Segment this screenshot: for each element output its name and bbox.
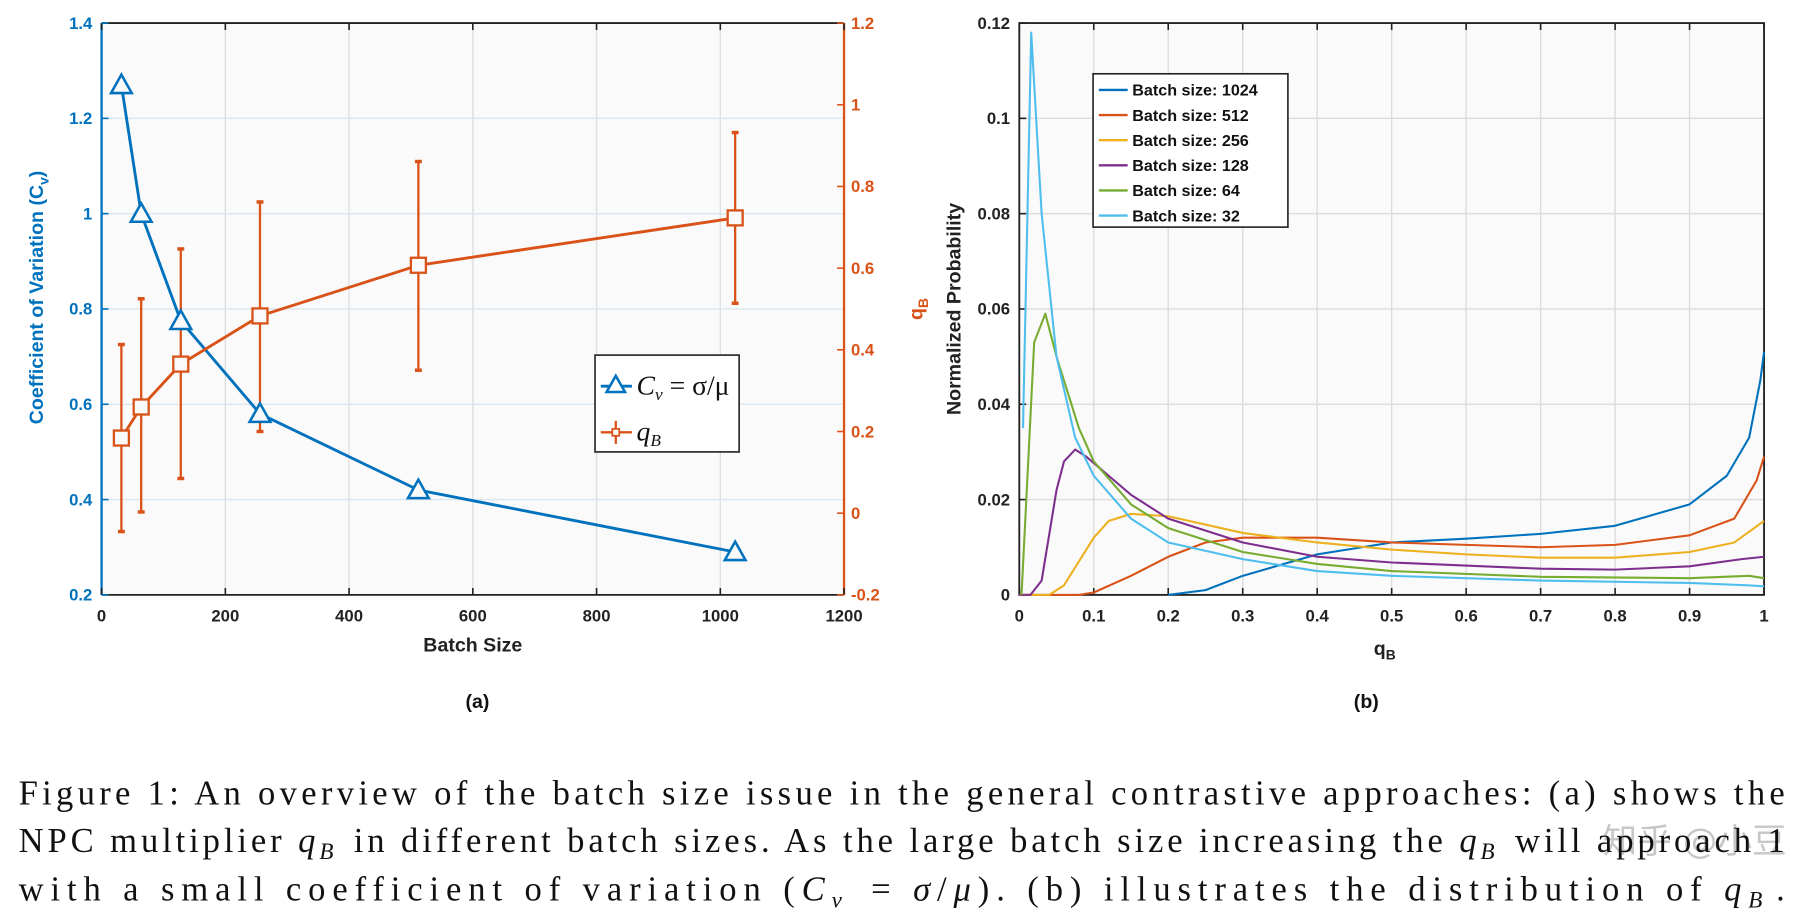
panel-a-label: (a) <box>465 691 489 713</box>
cv-marker-triangle <box>405 477 431 500</box>
x-tick-label: 0.5 <box>1380 606 1403 625</box>
legend-cv-label: Cv = σ/μ <box>637 369 730 404</box>
y-right-tick-label: 0.6 <box>851 259 874 278</box>
legend-label: Batch size: 256 <box>1132 132 1249 150</box>
x-tick-label: 0.8 <box>1603 606 1626 625</box>
qb-marker-square <box>251 307 269 325</box>
y-right-tick-label: 1.2 <box>851 14 874 33</box>
y-tick-label: 0.02 <box>978 490 1011 509</box>
y-right-tick-label: 0.8 <box>851 177 874 196</box>
panel-b-label: (b) <box>1354 691 1379 713</box>
legend-b: Batch size: 1024 Batch size: 512 Batch siz… <box>1092 72 1289 228</box>
y-left-tick-label: 1 <box>83 204 92 223</box>
y-left-tick-label: 0.6 <box>69 395 92 414</box>
legend-label: Batch size: 128 <box>1132 157 1249 175</box>
cv-marker-triangle <box>722 539 748 562</box>
qb-marker-square <box>172 355 190 373</box>
legend-label: Batch size: 32 <box>1132 207 1240 225</box>
y-right-tick-label: 0.2 <box>851 422 874 441</box>
series-line-64 <box>1020 312 1765 595</box>
y-tick-label: 0.1 <box>987 109 1010 128</box>
legend-label: Batch size: 64 <box>1132 182 1240 200</box>
x-tick-label: 0.1 <box>1082 606 1105 625</box>
y-right-tick-label: 1 <box>851 96 860 115</box>
y-axis-label: Normalized Probability <box>943 203 965 415</box>
y-axis-right-label: qB <box>905 298 931 320</box>
y-left-tick-label: 0.2 <box>69 586 92 605</box>
x-tick-label: 0.9 <box>1678 606 1701 625</box>
legend-cv-marker <box>604 373 628 394</box>
y-left-tick-label: 0.4 <box>69 490 93 509</box>
x-tick-label: 200 <box>211 606 239 625</box>
legend-box <box>1092 72 1289 228</box>
qb-marker-square <box>132 398 150 416</box>
y-axis-left-label: Coefficient of Variation (Cv) <box>26 171 52 425</box>
y-left-tick-label: 0.8 <box>69 300 92 319</box>
cv-line <box>119 84 736 554</box>
x-tick-label: 400 <box>335 606 363 625</box>
x-tick-label: 800 <box>583 606 611 625</box>
x-tick-label: 600 <box>459 606 487 625</box>
x-tick-label: 0 <box>1015 606 1024 625</box>
x-axis-label: qB <box>1374 638 1396 663</box>
caption-line: Figure 1: An overview of the batch size … <box>19 775 1785 813</box>
x-tick-label: 0.2 <box>1157 606 1180 625</box>
series-line-128 <box>1019 448 1765 596</box>
y-tick-label: 0.12 <box>978 14 1011 33</box>
y-tick-label: 0.06 <box>978 300 1011 319</box>
qb-marker-square <box>112 429 131 447</box>
y-right-tick-label: 0.4 <box>851 341 875 360</box>
series-line-32 <box>1021 31 1765 588</box>
watermark: 知乎 @小豆 <box>1603 822 1787 862</box>
legend-qb-label: qB <box>637 415 662 450</box>
cv-marker-triangle <box>108 72 134 95</box>
series-line-256 <box>1019 512 1765 596</box>
y-tick-label: 0 <box>1001 586 1010 605</box>
legend-label: Batch size: 512 <box>1132 107 1249 125</box>
x-tick-label: 1 <box>1759 606 1768 625</box>
y-tick-label: 0.08 <box>978 204 1011 223</box>
series-line-1024 <box>1168 351 1766 596</box>
y-left-tick-label: 1.4 <box>69 14 93 33</box>
x-tick-label: 1000 <box>702 606 739 625</box>
qb-marker-square <box>409 256 428 274</box>
panel-b-chart: 0 0.1 0.2 0.3 0.4 0.5 0.6 0.7 0.8 0.9 1 0 0.02 0.04 0.… <box>943 14 1768 663</box>
legend-qb-marker <box>611 428 621 437</box>
legend-label: Batch size: 1024 <box>1132 82 1258 100</box>
x-tick-label: 1200 <box>825 606 862 625</box>
cv-marker-triangle <box>128 200 154 224</box>
cv-marker-triangle <box>168 307 194 331</box>
x-tick-label: 0.7 <box>1529 606 1552 625</box>
y-right-tick-label: -0.2 <box>851 586 880 605</box>
x-tick-label: 0.4 <box>1306 606 1330 625</box>
y-left-tick-label: 1.2 <box>69 109 92 128</box>
qb-marker-square <box>726 209 744 227</box>
x-tick-label: 0.3 <box>1231 606 1254 625</box>
y-tick-label: 0.04 <box>978 395 1011 414</box>
x-tick-label: 0.6 <box>1455 606 1478 625</box>
x-tick-label: 0 <box>97 606 106 625</box>
panel-a-chart: 0 200 400 600 800 1000 1200 0.2 0.4 0.6 0.8 1 1.2 1.4… <box>26 14 931 657</box>
series-line-512 <box>1019 456 1766 596</box>
y-right-tick-label: 0 <box>851 504 860 523</box>
legend-a: Cv = σ/μ qB <box>594 354 740 453</box>
cv-marker-triangle <box>247 400 273 424</box>
x-axis-label: Batch Size <box>423 634 522 656</box>
